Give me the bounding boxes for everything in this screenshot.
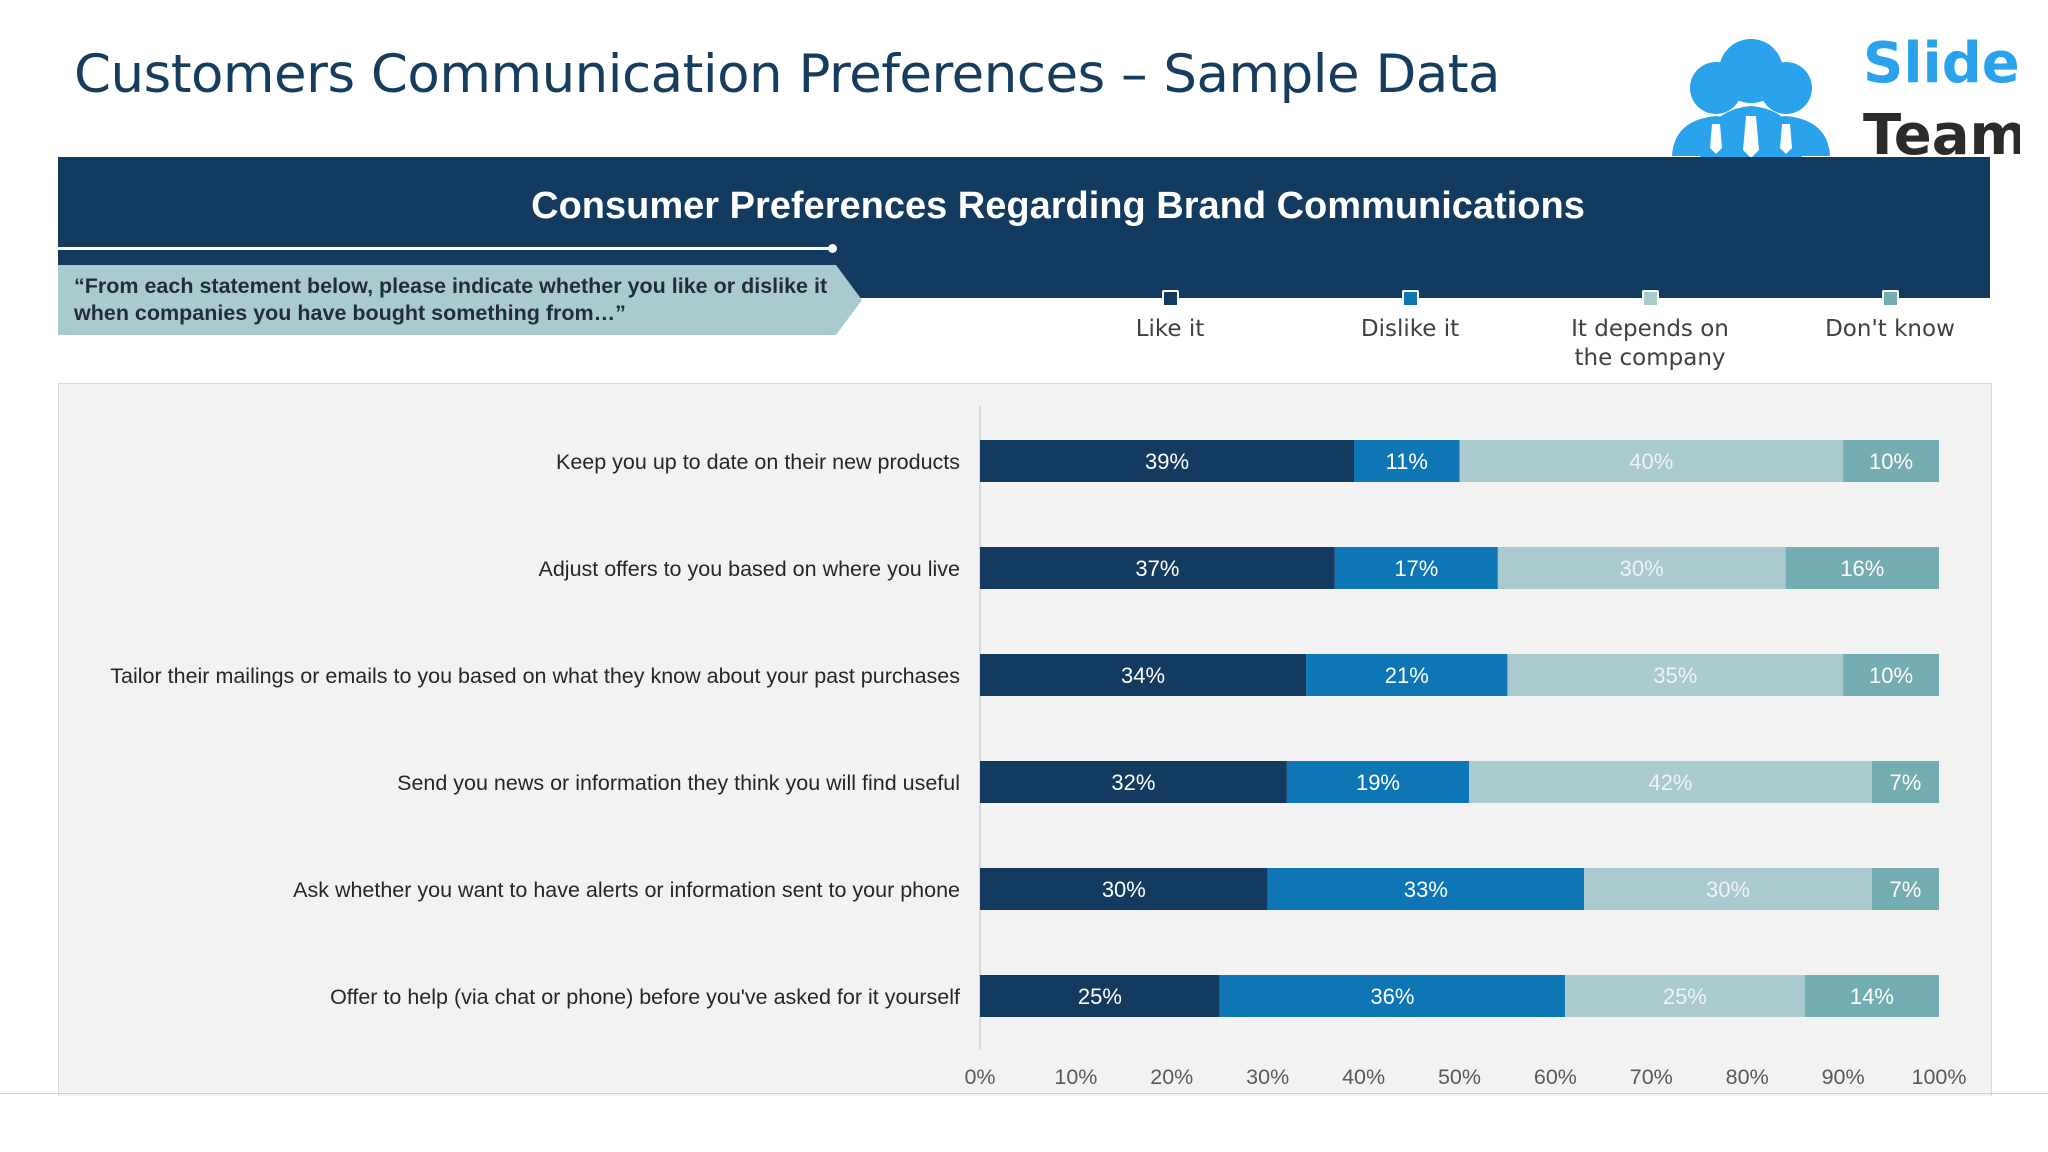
bar-segment bbox=[980, 868, 1268, 910]
bar-segment bbox=[980, 547, 1335, 589]
x-tick-label: 20% bbox=[1150, 1065, 1193, 1089]
bar-value-label: 40% bbox=[1629, 449, 1673, 474]
bar-value-label: 16% bbox=[1840, 556, 1884, 581]
slide-title: Customers Communication Preferences – Sa… bbox=[74, 44, 1501, 105]
bar-value-label: 7% bbox=[1890, 770, 1922, 795]
bar-value-label: 25% bbox=[1663, 984, 1707, 1009]
survey-question-text: “From each statement below, please indic… bbox=[74, 274, 828, 325]
bar-segment bbox=[1843, 440, 1939, 482]
x-tick-label: 40% bbox=[1342, 1065, 1385, 1089]
slideteam-logo: Slide Team bbox=[1672, 31, 2020, 166]
bar-segment bbox=[980, 975, 1220, 1017]
banner-divider bbox=[58, 247, 832, 250]
bar-segment bbox=[1306, 654, 1508, 696]
bar-segment bbox=[1804, 975, 1939, 1017]
bar-value-label: 11% bbox=[1386, 449, 1428, 474]
bar-segment bbox=[1564, 975, 1805, 1017]
bar-value-label: 30% bbox=[1706, 877, 1750, 902]
legend-item-dont-know: Don't know bbox=[1770, 290, 2010, 344]
bar-value-label: 35% bbox=[1653, 663, 1697, 688]
x-tick-label: 30% bbox=[1246, 1065, 1289, 1089]
banner-divider-dot bbox=[828, 244, 837, 253]
category-label: Offer to help (via chat or phone) before… bbox=[330, 985, 960, 1009]
bar-segment bbox=[1871, 761, 1939, 803]
bar-segment bbox=[1871, 868, 1939, 910]
bar-value-label: 33% bbox=[1404, 877, 1448, 902]
bar-value-label: 10% bbox=[1869, 663, 1913, 688]
x-tick-label: 100% bbox=[1912, 1065, 1967, 1089]
bar-segment bbox=[1785, 547, 1939, 589]
logo-word-team: Team bbox=[1863, 103, 2020, 166]
bar-segment bbox=[980, 761, 1287, 803]
bar-segment bbox=[1286, 761, 1470, 803]
chart-title: Consumer Preferences Regarding Brand Com… bbox=[531, 185, 1585, 227]
bar-value-label: 19% bbox=[1356, 770, 1400, 795]
x-tick-label: 0% bbox=[964, 1065, 995, 1089]
x-tick-label: 80% bbox=[1726, 1065, 1769, 1089]
stacked-bar-chart: Keep you up to date on their new product… bbox=[110, 406, 1967, 1089]
bar-value-label: 10% bbox=[1869, 449, 1913, 474]
bar-value-label: 39% bbox=[1145, 449, 1189, 474]
legend-item-depends: It depends on the company bbox=[1530, 290, 1770, 373]
bar-segment bbox=[1507, 654, 1844, 696]
bar-value-label: 17% bbox=[1394, 556, 1438, 581]
logo-word-slide: Slide bbox=[1863, 31, 2020, 96]
bar-value-label: 36% bbox=[1370, 984, 1414, 1009]
legend-item-dislike-it: Dislike it bbox=[1290, 290, 1530, 344]
bar-segment bbox=[1843, 654, 1939, 696]
legend-label-like-it: Like it bbox=[1135, 316, 1205, 342]
legend-marker-depends bbox=[1641, 290, 1659, 307]
legend-label-dislike-it: Dislike it bbox=[1360, 316, 1460, 342]
category-label: Ask whether you want to have alerts or i… bbox=[293, 878, 960, 902]
bar-segment bbox=[1497, 547, 1786, 589]
legend-label-dont-know: Don't know bbox=[1825, 316, 1955, 342]
bar-value-label: 25% bbox=[1078, 984, 1122, 1009]
bar-segment bbox=[1469, 761, 1872, 803]
survey-question-box: “From each statement below, please indic… bbox=[58, 265, 862, 335]
category-label: Tailor their mailings or emails to you b… bbox=[110, 664, 960, 688]
category-label: Keep you up to date on their new product… bbox=[556, 450, 960, 474]
bar-segment bbox=[1459, 440, 1844, 482]
bar-segment bbox=[1584, 868, 1872, 910]
bar-value-label: 42% bbox=[1648, 770, 1692, 795]
bar-value-label: 32% bbox=[1111, 770, 1155, 795]
legend-marker-like-it bbox=[1161, 290, 1179, 307]
legend-marker-dislike-it bbox=[1401, 290, 1419, 307]
legend-item-like-it: Like it bbox=[1050, 290, 1290, 344]
legend-label-depends: It depends on the company bbox=[1571, 316, 1729, 371]
x-tick-label: 70% bbox=[1630, 1065, 1673, 1089]
category-label: Send you news or information they think … bbox=[397, 771, 960, 795]
bar-value-label: 30% bbox=[1620, 556, 1664, 581]
bar-segment bbox=[1219, 975, 1565, 1017]
legend-marker-dont-know bbox=[1881, 290, 1899, 307]
bar-segment bbox=[980, 440, 1355, 482]
bar-value-label: 14% bbox=[1850, 984, 1894, 1009]
bar-value-label: 21% bbox=[1385, 663, 1429, 688]
chart-panel: Keep you up to date on their new product… bbox=[58, 383, 1992, 1096]
x-tick-label: 90% bbox=[1822, 1065, 1865, 1089]
footer-divider bbox=[0, 1093, 2048, 1094]
bar-segment bbox=[1334, 547, 1498, 589]
bar-value-label: 34% bbox=[1121, 663, 1165, 688]
x-tick-label: 60% bbox=[1534, 1065, 1577, 1089]
bar-segment bbox=[980, 654, 1307, 696]
chart-legend: Like it Dislike it It depends on the com… bbox=[1050, 290, 1990, 380]
bar-value-label: 7% bbox=[1890, 877, 1922, 902]
x-tick-label: 50% bbox=[1438, 1065, 1481, 1089]
bar-segment bbox=[1354, 440, 1460, 482]
bar-value-label: 30% bbox=[1102, 877, 1146, 902]
x-tick-label: 10% bbox=[1054, 1065, 1097, 1089]
bar-value-label: 37% bbox=[1135, 556, 1179, 581]
bar-segment bbox=[1267, 868, 1585, 910]
category-label: Adjust offers to you based on where you … bbox=[539, 557, 961, 581]
